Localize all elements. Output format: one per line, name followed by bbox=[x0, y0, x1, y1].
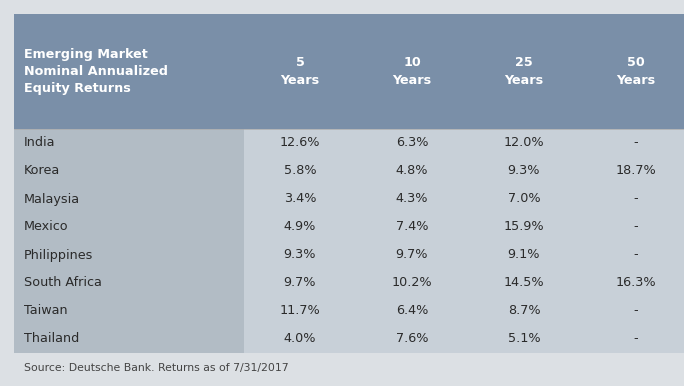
Text: 4.8%: 4.8% bbox=[396, 164, 428, 178]
Text: 14.5%: 14.5% bbox=[503, 276, 544, 290]
Text: 9.7%: 9.7% bbox=[396, 249, 428, 261]
Text: 18.7%: 18.7% bbox=[616, 164, 657, 178]
Text: 7.4%: 7.4% bbox=[396, 220, 428, 234]
Text: 9.1%: 9.1% bbox=[508, 249, 540, 261]
Text: 7.0%: 7.0% bbox=[508, 193, 540, 205]
Bar bbox=[14, 129, 244, 353]
Text: 3.4%: 3.4% bbox=[284, 193, 316, 205]
Text: -: - bbox=[633, 193, 638, 205]
Text: Malaysia: Malaysia bbox=[24, 193, 80, 205]
Text: 50
Years: 50 Years bbox=[616, 56, 655, 86]
Bar bbox=[244, 129, 684, 353]
Text: India: India bbox=[24, 137, 55, 149]
Text: Emerging Market
Nominal Annualized
Equity Returns: Emerging Market Nominal Annualized Equit… bbox=[24, 48, 168, 95]
Text: -: - bbox=[633, 332, 638, 345]
Text: 7.6%: 7.6% bbox=[396, 332, 428, 345]
Text: 4.3%: 4.3% bbox=[396, 193, 428, 205]
Text: -: - bbox=[633, 137, 638, 149]
Text: 10.2%: 10.2% bbox=[392, 276, 432, 290]
Text: Taiwan: Taiwan bbox=[24, 305, 68, 318]
Text: Philippines: Philippines bbox=[24, 249, 94, 261]
Text: 4.0%: 4.0% bbox=[284, 332, 316, 345]
Text: South Africa: South Africa bbox=[24, 276, 102, 290]
Text: -: - bbox=[633, 249, 638, 261]
Text: Korea: Korea bbox=[24, 164, 60, 178]
Text: 12.0%: 12.0% bbox=[503, 137, 544, 149]
Text: 25
Years: 25 Years bbox=[504, 56, 544, 86]
Text: 15.9%: 15.9% bbox=[503, 220, 544, 234]
Text: -: - bbox=[633, 220, 638, 234]
Text: 6.4%: 6.4% bbox=[396, 305, 428, 318]
Text: 16.3%: 16.3% bbox=[616, 276, 657, 290]
Text: 9.7%: 9.7% bbox=[284, 276, 316, 290]
Text: Mexico: Mexico bbox=[24, 220, 68, 234]
Bar bbox=[14, 14, 684, 129]
Text: 9.3%: 9.3% bbox=[284, 249, 316, 261]
Text: Thailand: Thailand bbox=[24, 332, 79, 345]
Text: 12.6%: 12.6% bbox=[280, 137, 320, 149]
Text: 8.7%: 8.7% bbox=[508, 305, 540, 318]
Text: 6.3%: 6.3% bbox=[396, 137, 428, 149]
Text: Source: Deutsche Bank. Returns as of 7/31/2017: Source: Deutsche Bank. Returns as of 7/3… bbox=[24, 363, 289, 373]
Text: 5.8%: 5.8% bbox=[284, 164, 316, 178]
Text: 5.1%: 5.1% bbox=[508, 332, 540, 345]
Text: -: - bbox=[633, 305, 638, 318]
Text: 11.7%: 11.7% bbox=[280, 305, 320, 318]
Text: 10
Years: 10 Years bbox=[393, 56, 432, 86]
Text: 9.3%: 9.3% bbox=[508, 164, 540, 178]
Text: 4.9%: 4.9% bbox=[284, 220, 316, 234]
Text: 5
Years: 5 Years bbox=[280, 56, 319, 86]
